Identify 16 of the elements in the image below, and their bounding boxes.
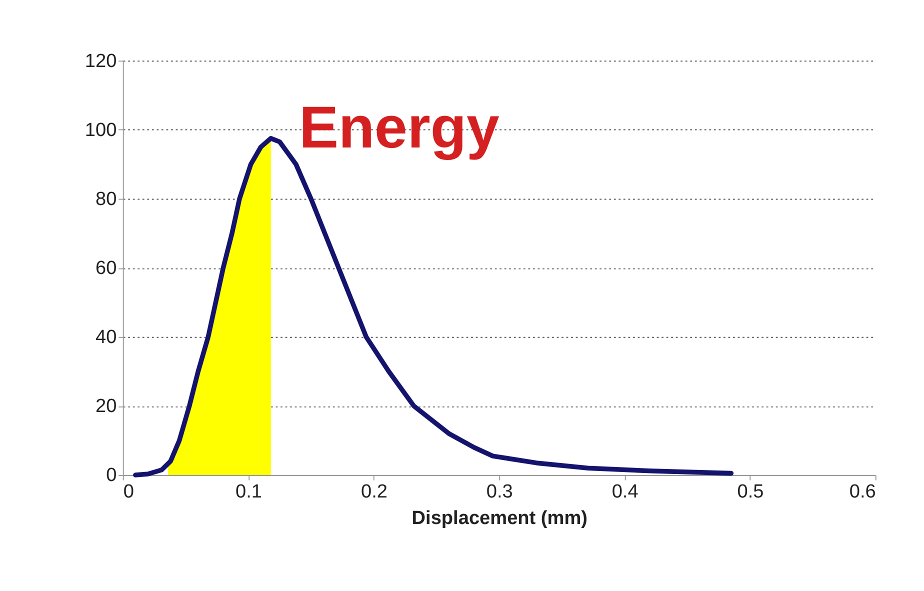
y-tick-label: 60	[96, 258, 117, 280]
y-tick-label: 120	[84, 50, 117, 72]
y-tick-label: 0	[106, 465, 117, 486]
x-tick-label: 0.1	[236, 481, 262, 502]
y-tick-label: 40	[96, 327, 117, 348]
x-tick-label: 0.6	[849, 481, 876, 502]
y-tick-label: 100	[84, 120, 117, 141]
x-axis-title: Displacement (mm)	[412, 508, 588, 530]
y-tick-label: 80	[96, 188, 117, 210]
x-tick-label: 0.2	[360, 481, 388, 502]
y-tick-label: 20	[96, 396, 117, 418]
x-tick-label: 0.4	[612, 481, 639, 502]
x-tick-label: 0	[123, 481, 134, 502]
x-tick-label: 0.5	[737, 481, 764, 502]
annotation: Energy	[299, 94, 500, 160]
x-tick-label: 0.3	[486, 481, 513, 502]
